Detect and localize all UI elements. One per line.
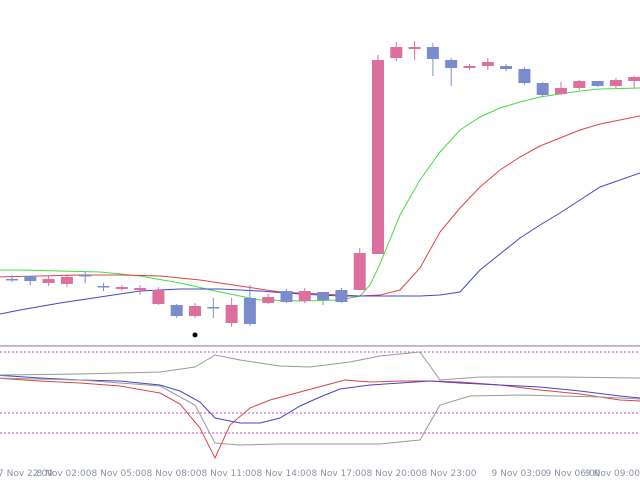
- candle: [500, 64, 513, 71]
- candle-body: [353, 253, 366, 290]
- moving-average-line: [0, 115, 640, 297]
- candle-body: [408, 47, 421, 49]
- x-tick-label: 9 Nov 03:00: [492, 469, 547, 479]
- candle-body: [170, 305, 183, 316]
- candle-body: [60, 277, 73, 284]
- candle-body: [317, 292, 330, 300]
- candle: [426, 43, 439, 76]
- candle: [79, 272, 92, 283]
- x-tick-label: 7 Nov 22:00: [0, 469, 53, 479]
- candle: [628, 76, 640, 88]
- x-tick-label: 8 Nov 20:00: [367, 469, 422, 479]
- candle-body: [445, 60, 458, 68]
- candle: [335, 288, 348, 303]
- x-tick-label: 8 Nov 23:00: [422, 469, 477, 479]
- candle: [591, 81, 604, 87]
- candle: [463, 64, 476, 70]
- candle: [115, 285, 128, 291]
- candle: [390, 42, 403, 61]
- candle-body: [280, 291, 293, 302]
- candle: [262, 294, 275, 304]
- candle-body: [390, 47, 403, 58]
- candle: [317, 292, 330, 305]
- candle: [555, 82, 567, 95]
- candle-body: [189, 306, 201, 316]
- candle: [518, 67, 531, 85]
- x-tick-label: 8 Nov 08:00: [147, 469, 202, 479]
- candle-body: [298, 291, 311, 301]
- candle: [24, 276, 37, 285]
- candle-body: [463, 66, 476, 68]
- candle: [280, 289, 293, 303]
- candle-body: [481, 62, 494, 66]
- oscillator-line: [0, 351, 640, 381]
- x-tick-label: 8 Nov 14:00: [257, 469, 312, 479]
- x-tick-label: 8 Nov 17:00: [312, 469, 367, 479]
- oscillator-panel: [0, 351, 640, 460]
- candle-body: [426, 47, 439, 59]
- candle-body: [536, 83, 549, 95]
- candle: [408, 41, 421, 60]
- moving-average-line: [0, 172, 640, 315]
- candle: [60, 274, 73, 287]
- candle: [573, 80, 586, 90]
- candle: [189, 303, 201, 318]
- candle-body: [79, 275, 92, 277]
- candle-body: [6, 279, 18, 281]
- candle-body: [243, 298, 256, 324]
- candle: [536, 82, 549, 96]
- candle-body: [24, 276, 37, 281]
- candle-body: [42, 279, 55, 283]
- candle-body: [134, 288, 147, 290]
- candle: [372, 55, 384, 254]
- candle: [609, 78, 622, 88]
- candle-body: [609, 80, 622, 86]
- candle: [225, 298, 238, 327]
- candle-body: [115, 287, 128, 289]
- x-tick-label: 8 Nov 05:00: [92, 469, 147, 479]
- price-panel: [0, 41, 640, 338]
- candle: [243, 285, 256, 326]
- oscillator-line: [0, 377, 640, 460]
- candle: [97, 283, 110, 291]
- x-tick-label: 9 Nov 06:00: [546, 469, 601, 479]
- candle-body: [628, 77, 640, 81]
- oscillator-line: [0, 377, 640, 446]
- signal-marker: [192, 332, 198, 338]
- candle-body: [518, 69, 531, 83]
- candle-body: [152, 290, 165, 304]
- candle-body: [207, 307, 220, 309]
- candle-body: [335, 290, 348, 302]
- candle: [353, 248, 366, 290]
- candle-body: [262, 297, 275, 303]
- x-tick-label: 9 Nov 09:00: [585, 469, 640, 479]
- candle-body: [225, 305, 238, 323]
- oscillator-line: [0, 374, 640, 424]
- candle: [481, 58, 494, 70]
- candle-body: [372, 60, 384, 254]
- candle: [170, 304, 183, 318]
- x-tick-label: 8 Nov 11:00: [202, 469, 257, 479]
- candle: [134, 285, 147, 295]
- candle-body: [573, 81, 586, 88]
- moving-average-line: [0, 87, 640, 302]
- candle-body: [500, 66, 513, 69]
- x-axis: 7 Nov 22:00 8 Nov 02:00 8 Nov 05:00 8 No…: [0, 469, 640, 479]
- candle: [152, 287, 165, 305]
- candle-body: [97, 286, 110, 288]
- candle: [42, 276, 55, 286]
- candle-body: [555, 88, 567, 94]
- candle: [298, 288, 311, 303]
- candle-body: [591, 81, 604, 86]
- candle: [445, 58, 458, 86]
- candle: [6, 275, 18, 282]
- x-tick-label: 8 Nov 02:00: [37, 469, 92, 479]
- candle: [207, 298, 220, 318]
